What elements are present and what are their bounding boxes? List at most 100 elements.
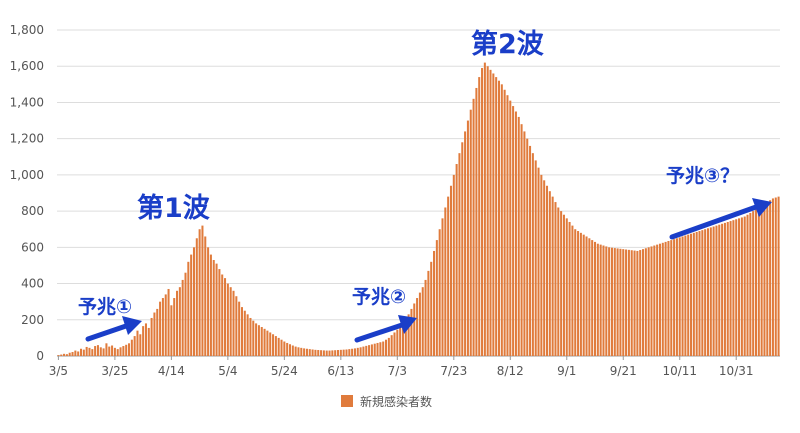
x-tick-label: 3/25 <box>101 364 128 378</box>
bar <box>709 227 712 356</box>
bar <box>105 343 108 356</box>
bar <box>534 160 537 356</box>
bar <box>486 66 489 356</box>
bar <box>740 217 743 356</box>
y-tick-label: 800 <box>21 204 44 218</box>
bar <box>192 247 195 356</box>
bar <box>594 241 597 356</box>
bar <box>551 196 554 356</box>
bar <box>743 216 746 356</box>
x-tick-label: 6/13 <box>327 364 354 378</box>
bar <box>537 167 540 356</box>
bar <box>288 344 292 356</box>
y-tick-label: 400 <box>21 277 44 291</box>
bar <box>695 231 698 356</box>
bar <box>82 349 85 356</box>
bar <box>334 350 337 356</box>
bar <box>102 348 105 356</box>
bar <box>125 344 128 356</box>
bar <box>427 270 430 356</box>
bar <box>212 260 215 356</box>
bar <box>240 307 243 356</box>
bar <box>636 250 639 356</box>
bar <box>627 249 630 356</box>
bar <box>373 343 376 356</box>
bar <box>91 349 94 356</box>
y-tick-label: 1,200 <box>10 132 44 146</box>
bar <box>735 219 738 356</box>
bar <box>596 243 599 356</box>
y-tick-label: 600 <box>21 240 44 254</box>
bar <box>560 211 563 356</box>
bar <box>305 348 308 356</box>
bar <box>243 310 246 356</box>
bar <box>461 142 464 356</box>
bar <box>257 325 260 356</box>
bar <box>591 240 594 356</box>
bar <box>325 350 328 356</box>
bar <box>345 349 348 356</box>
bar <box>88 347 91 356</box>
bar <box>339 349 342 356</box>
bar <box>630 250 633 356</box>
bar <box>204 236 207 356</box>
bar <box>128 343 131 356</box>
bar <box>215 263 218 356</box>
bar <box>449 185 452 356</box>
bar <box>492 73 495 356</box>
bar <box>130 339 133 356</box>
bar <box>235 296 238 356</box>
bars <box>57 62 780 357</box>
x-tick-label: 8/12 <box>497 364 524 378</box>
bar <box>68 352 71 356</box>
bar <box>399 327 402 356</box>
bar <box>122 346 125 356</box>
bar <box>771 198 774 356</box>
bar <box>421 287 424 356</box>
bar <box>687 234 690 356</box>
bar <box>297 347 300 356</box>
legend-label: 新規感染者数 <box>360 394 432 409</box>
bar <box>283 341 286 356</box>
bar <box>588 238 591 356</box>
bar <box>291 345 294 356</box>
bar <box>218 269 221 356</box>
bar <box>616 248 619 356</box>
bar <box>57 355 60 356</box>
bar <box>721 223 724 356</box>
bar <box>517 116 520 357</box>
bar <box>77 351 80 356</box>
bar <box>393 332 396 356</box>
x-tick-label: 5/24 <box>271 364 298 378</box>
bar <box>684 235 687 356</box>
bar <box>752 211 755 356</box>
bar <box>746 214 749 356</box>
bar <box>164 294 167 356</box>
bar <box>658 243 661 356</box>
bar <box>543 180 546 356</box>
bar <box>726 221 729 356</box>
bar <box>610 247 613 356</box>
bar <box>272 334 275 356</box>
bar <box>390 335 393 356</box>
bar <box>430 261 433 356</box>
bar <box>472 98 475 356</box>
bar <box>523 131 526 356</box>
bar <box>661 242 664 356</box>
bar <box>401 323 404 356</box>
bar <box>712 226 715 356</box>
bar <box>664 241 667 356</box>
bar <box>85 346 88 356</box>
bar <box>108 346 111 356</box>
bar <box>142 326 145 356</box>
bar <box>438 229 441 356</box>
bar <box>760 205 763 356</box>
bar <box>260 327 263 356</box>
bar <box>642 249 645 356</box>
bar <box>503 89 506 357</box>
bar <box>704 229 707 356</box>
bar <box>195 238 198 356</box>
bar <box>650 246 653 356</box>
bar <box>359 347 362 356</box>
bar <box>229 287 232 356</box>
